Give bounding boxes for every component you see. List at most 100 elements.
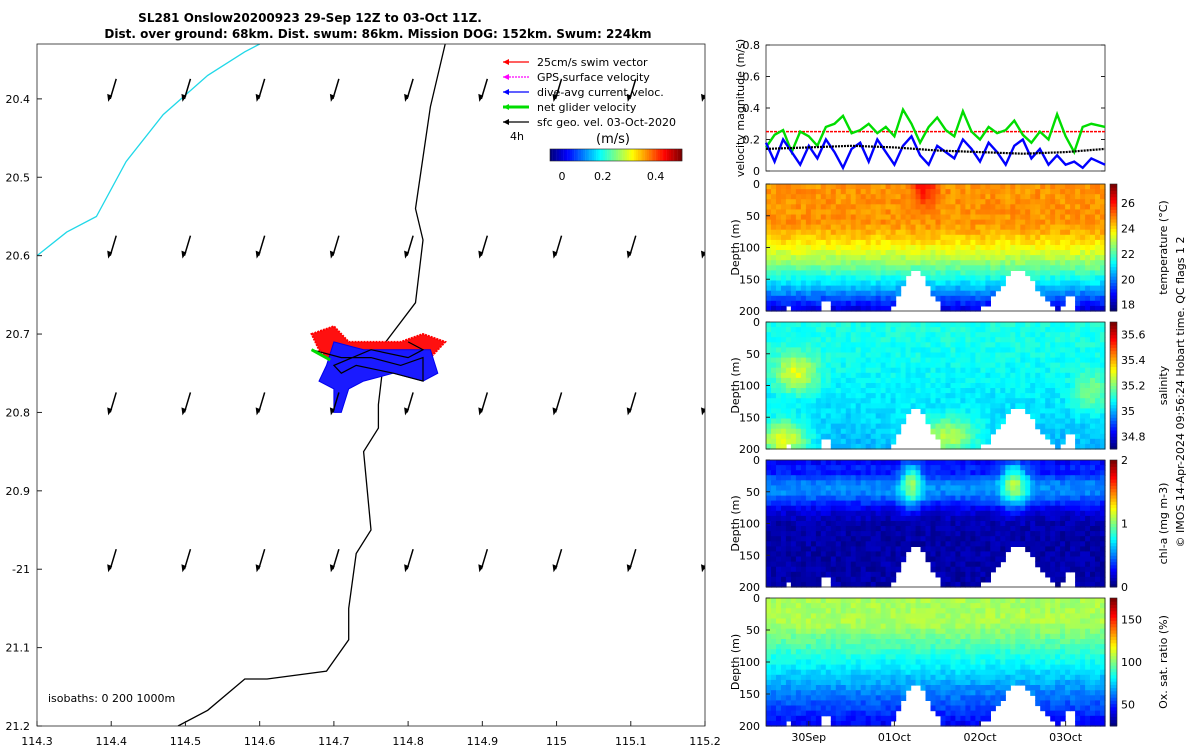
data-cell (795, 347, 802, 354)
data-cell (805, 229, 812, 236)
data-cell (1060, 433, 1066, 440)
data-cell (840, 398, 847, 404)
data-cell (1045, 255, 1051, 261)
data-cell (890, 377, 897, 384)
data-cell (990, 332, 996, 338)
data-cell (845, 357, 852, 364)
colorbar-cell (1110, 285, 1117, 290)
data-cell (1060, 428, 1066, 435)
data-cell (990, 239, 996, 246)
data-cell (945, 260, 952, 266)
data-cell (885, 500, 892, 507)
data-cell (1050, 465, 1056, 471)
data-cell (970, 239, 976, 246)
data-cell (820, 495, 827, 502)
data-cell (880, 270, 887, 277)
data-cell (910, 377, 917, 384)
data-cell (900, 199, 907, 205)
data-cell (781, 367, 787, 374)
data-cell (795, 322, 802, 328)
data-cell (1015, 521, 1021, 527)
data-cell (995, 275, 1001, 282)
data-cell (870, 327, 877, 333)
data-cell (835, 219, 842, 226)
data-cell (776, 305, 782, 312)
data-cell (795, 357, 802, 364)
data-cell (1060, 209, 1066, 216)
data-cell (1010, 245, 1016, 251)
data-cell (940, 357, 947, 364)
data-cell (1050, 204, 1056, 210)
data-cell (795, 224, 802, 231)
data-cell (830, 295, 837, 302)
colorbar-cell (660, 149, 663, 161)
data-cell (855, 551, 862, 558)
data-cell (845, 280, 852, 287)
data-cell (845, 495, 852, 502)
data-cell (1030, 510, 1036, 517)
data-cell (766, 290, 772, 297)
data-cell (1085, 383, 1091, 389)
data-cell (920, 327, 927, 333)
data-cell (1040, 204, 1046, 210)
data-cell (850, 541, 857, 547)
data-cell (900, 219, 907, 226)
data-cell (1020, 204, 1026, 210)
data-cell (1020, 515, 1026, 522)
data-cell (830, 377, 837, 384)
data-cell (776, 408, 782, 415)
data-cell (1070, 189, 1076, 195)
data-cell (885, 285, 892, 292)
data-cell (980, 566, 986, 573)
data-cell (1040, 280, 1046, 287)
data-cell (820, 362, 827, 369)
data-cell (845, 265, 852, 271)
y-tick-label: 20.4 (6, 93, 31, 106)
data-cell (855, 418, 862, 425)
data-cell (810, 367, 817, 374)
data-cell (790, 413, 797, 420)
data-cell (790, 342, 797, 348)
data-cell (805, 576, 812, 583)
data-cell (771, 546, 777, 553)
data-cell (1000, 367, 1006, 374)
data-cell (785, 275, 792, 282)
data-cell (830, 551, 837, 558)
data-cell (815, 500, 822, 507)
data-cell (1045, 546, 1051, 553)
data-cell (860, 194, 867, 200)
data-cell (1035, 337, 1041, 343)
data-cell (850, 367, 857, 374)
data-cell (800, 510, 807, 517)
data-cell (900, 546, 907, 553)
data-cell (935, 398, 942, 404)
sfc-geo-arrow (329, 392, 340, 416)
data-cell (975, 362, 981, 369)
data-cell (1055, 536, 1061, 542)
data-cell (805, 485, 812, 492)
colorbar-cell (1110, 253, 1117, 258)
data-cell (1075, 418, 1081, 425)
data-cell (870, 490, 877, 497)
map-frame (36, 43, 706, 727)
data-cell (785, 342, 792, 348)
data-cell (771, 367, 777, 374)
data-cell (995, 219, 1001, 226)
data-cell (975, 551, 981, 558)
colorbar-cell (1110, 382, 1117, 386)
data-cell (1050, 510, 1056, 517)
data-cell (960, 480, 966, 486)
data-cell (940, 460, 947, 466)
data-cell (845, 581, 852, 588)
data-cell (835, 265, 842, 271)
data-cell (795, 485, 802, 492)
data-cell (865, 194, 872, 200)
data-cell (810, 576, 817, 583)
data-cell (855, 500, 862, 507)
data-cell (870, 546, 877, 553)
data-cell (890, 475, 897, 481)
data-cell (895, 352, 902, 359)
data-cell (890, 275, 897, 282)
data-cell (870, 239, 877, 246)
data-cell (945, 480, 952, 486)
